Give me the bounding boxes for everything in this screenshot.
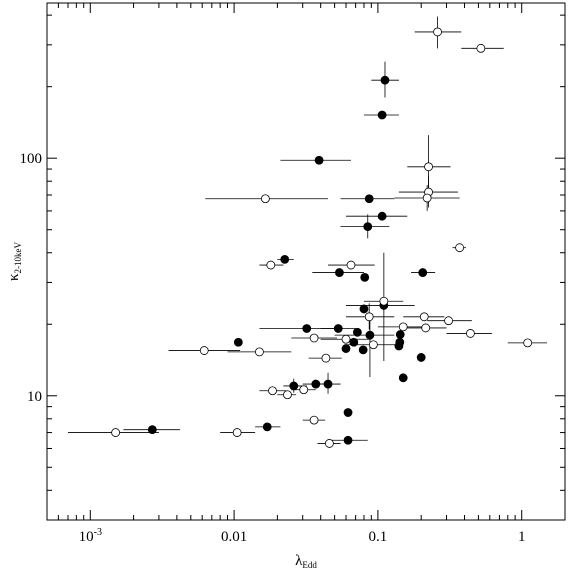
open-data-point bbox=[364, 312, 374, 322]
x-tick-label: 0.01 bbox=[221, 529, 247, 545]
open-data-point bbox=[346, 260, 356, 270]
open-data-point bbox=[523, 338, 533, 348]
filled-data-point bbox=[352, 327, 362, 337]
filled-data-point bbox=[314, 155, 324, 165]
open-data-point bbox=[455, 243, 465, 253]
open-data-point bbox=[260, 194, 270, 204]
filled-data-point bbox=[311, 379, 321, 389]
x-tick-label: 1 bbox=[518, 529, 526, 545]
open-data-point bbox=[444, 316, 453, 326]
filled-data-point bbox=[335, 268, 344, 277]
open-data-point bbox=[476, 43, 486, 53]
filled-data-point bbox=[262, 422, 272, 432]
filled-data-point bbox=[398, 373, 408, 383]
open-data-point bbox=[341, 334, 351, 344]
y-axis-symbol: κ bbox=[6, 273, 22, 281]
filled-data-point bbox=[395, 330, 405, 339]
filled-data-point bbox=[147, 425, 157, 435]
open-data-point bbox=[466, 329, 475, 338]
open-data-point bbox=[433, 27, 442, 37]
y-tick-label: 10 bbox=[27, 389, 42, 405]
y-axis-title: κ2-10keV bbox=[6, 241, 23, 281]
open-data-point bbox=[299, 385, 309, 395]
open-data-point bbox=[283, 390, 292, 400]
filled-data-point bbox=[349, 337, 359, 347]
filled-data-point bbox=[341, 344, 351, 353]
filled-data-point bbox=[302, 324, 312, 333]
open-data-point bbox=[325, 439, 334, 448]
open-data-point bbox=[321, 353, 331, 363]
y-axis-subscript: 2-10keV bbox=[13, 241, 23, 273]
filled-data-point bbox=[280, 254, 290, 264]
open-data-point bbox=[309, 333, 319, 343]
filled-data-point bbox=[333, 324, 343, 333]
tick-labels: 10-3 0.01 0.1 1 10 100 bbox=[20, 151, 526, 545]
filled-data-point bbox=[363, 222, 373, 232]
open-data-point bbox=[422, 193, 432, 203]
filled-data-point bbox=[289, 381, 299, 391]
open-data-point bbox=[419, 312, 429, 322]
filled-data-point bbox=[416, 353, 426, 362]
filled-data-point bbox=[233, 337, 243, 347]
open-data-point bbox=[266, 260, 276, 270]
x-tick-exponent: -3 bbox=[94, 527, 102, 538]
filled-data-point bbox=[359, 304, 369, 314]
open-data-point bbox=[111, 428, 121, 437]
x-tick-label: 10-3 bbox=[79, 527, 102, 545]
open-data-point bbox=[398, 322, 408, 332]
filled-data-point bbox=[365, 330, 375, 340]
open-data-point bbox=[368, 340, 378, 350]
filled-data-point bbox=[418, 268, 428, 277]
open-data-point bbox=[309, 415, 319, 425]
y-tick-label: 100 bbox=[20, 151, 43, 167]
filled-data-point bbox=[323, 379, 333, 389]
x-axis-title: λEdd bbox=[295, 553, 317, 570]
filled-data-point bbox=[380, 75, 390, 85]
filled-data-point bbox=[395, 337, 405, 347]
open-data-point bbox=[421, 323, 431, 333]
open-data-point bbox=[424, 162, 433, 172]
filled-data-point bbox=[343, 408, 353, 417]
filled-data-point bbox=[377, 110, 387, 120]
x-tick-label: 0.1 bbox=[369, 529, 388, 545]
open-data-point bbox=[255, 347, 264, 357]
error-bars bbox=[68, 16, 548, 444]
filled-data-point bbox=[358, 345, 368, 355]
filled-data-point bbox=[377, 211, 387, 221]
open-data-point bbox=[199, 346, 209, 355]
x-axis-subscript: Edd bbox=[302, 560, 317, 570]
filled-data-point bbox=[364, 194, 374, 204]
open-data-point bbox=[379, 296, 389, 306]
axis-ticks bbox=[46, 3, 566, 521]
filled-data-point bbox=[343, 435, 353, 445]
open-data-point bbox=[232, 428, 242, 437]
data-markers bbox=[111, 27, 533, 448]
plot-area bbox=[46, 2, 566, 521]
x-axis-symbol: λ bbox=[295, 553, 303, 569]
filled-data-point bbox=[360, 272, 370, 282]
open-data-point bbox=[268, 386, 277, 396]
